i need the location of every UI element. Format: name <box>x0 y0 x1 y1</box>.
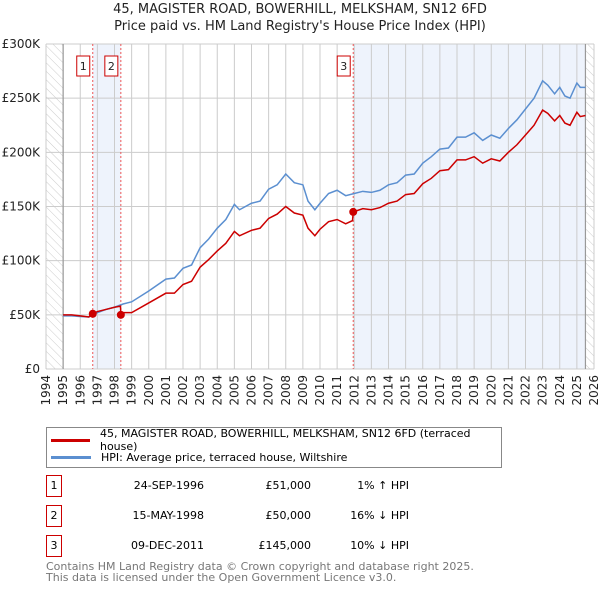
sale-label-number: 1 <box>80 60 87 73</box>
sale-price: £51,000 <box>265 479 312 492</box>
y-tick-label: £200K <box>2 145 42 159</box>
x-tick-label: 2001 <box>159 375 173 406</box>
x-tick-label: 2002 <box>176 375 190 406</box>
x-tick-label: 2003 <box>193 375 207 406</box>
x-tick-label: 2013 <box>364 375 378 406</box>
footer-licence: This data is licensed under the Open Gov… <box>46 571 397 584</box>
x-tick-label: 2017 <box>433 375 447 406</box>
chart-subtitle: Price paid vs. HM Land Registry's House … <box>114 19 486 34</box>
y-tick-label: £100K <box>2 254 42 268</box>
sale-label-number: 3 <box>340 60 347 73</box>
sale-price: £145,000 <box>258 539 312 552</box>
sale-number-badge: 2 <box>46 505 62 527</box>
x-tick-label: 2015 <box>399 375 413 406</box>
x-tick-label: 2010 <box>313 375 327 406</box>
legend-item-hpi: HPI: Average price, terraced house, Wilt… <box>51 449 347 465</box>
sale-hpi-diff: 16% ↓ HPI <box>350 509 409 522</box>
y-tick-label: £150K <box>2 200 42 214</box>
x-tick-label: 2004 <box>210 375 224 406</box>
y-tick-label: £300K <box>2 37 42 51</box>
x-tick-label: 1997 <box>90 375 104 406</box>
sale-point <box>88 309 97 318</box>
sale-hpi-diff: 10% ↓ HPI <box>350 539 409 552</box>
x-tick-label: 2020 <box>484 375 498 406</box>
legend-swatch-blue <box>51 455 91 459</box>
x-tick-label: 2014 <box>382 375 396 406</box>
x-tick-label: 2026 <box>587 375 600 406</box>
x-tick-label: 2019 <box>467 375 481 406</box>
sale-row: 1 24-SEP-1996 £51,000 1% ↑ HPI <box>46 475 486 497</box>
sale-number-badge: 3 <box>46 535 62 557</box>
y-tick-label: £0 <box>25 362 40 376</box>
x-tick-label: 2011 <box>330 375 344 406</box>
x-tick-label: 2021 <box>501 375 515 406</box>
sale-number-badge: 1 <box>46 475 62 497</box>
sale-date: 15-MAY-1998 <box>132 509 204 522</box>
x-tick-label: 1996 <box>73 375 87 406</box>
legend: 45, MAGISTER ROAD, BOWERHILL, MELKSHAM, … <box>46 427 502 468</box>
x-tick-label: 2000 <box>142 375 156 406</box>
x-tick-label: 2016 <box>416 375 430 406</box>
x-tick-label: 2025 <box>570 375 584 406</box>
property-price-line <box>63 109 586 318</box>
x-tick-label: 1995 <box>56 375 70 406</box>
sale-label-box <box>104 55 119 77</box>
x-tick-label: 2018 <box>450 375 464 406</box>
x-tick-label: 1998 <box>108 375 122 406</box>
y-tick-label: £250K <box>2 91 42 105</box>
x-tick-label: 2024 <box>553 375 567 406</box>
chart-title: 45, MAGISTER ROAD, BOWERHILL, MELKSHAM, … <box>113 2 487 17</box>
x-tick-label: 1999 <box>125 375 139 406</box>
legend-label: HPI: Average price, terraced house, Wilt… <box>101 450 348 464</box>
price-chart: 1994 1995 1996 1997 1998 1999 2000 2001 2002 2003… <box>2 37 600 406</box>
x-tick-label: 2006 <box>245 375 259 406</box>
sale-point <box>349 207 358 216</box>
hpi-line <box>63 79 586 318</box>
x-tick-label: 1994 <box>39 375 53 406</box>
sale-label-box <box>76 55 91 77</box>
sale-hpi-diff: 1% ↑ HPI <box>357 479 409 492</box>
x-tick-label: 2007 <box>262 375 276 406</box>
legend-item-property: 45, MAGISTER ROAD, BOWERHILL, MELKSHAM, … <box>51 427 501 453</box>
x-tick-label: 2005 <box>227 375 241 406</box>
x-tick-label: 2008 <box>279 375 293 406</box>
sale-date: 09-DEC-2011 <box>130 539 204 552</box>
sale-price: £50,000 <box>265 509 312 522</box>
sale-date: 24-SEP-1996 <box>133 479 204 492</box>
sale-row: 2 15-MAY-1998 £50,000 16% ↓ HPI <box>46 505 486 527</box>
footer-copyright: Contains HM Land Registry data © Crown c… <box>46 560 474 573</box>
sale-label-number: 2 <box>108 60 115 73</box>
x-tick-label: 2009 <box>296 375 310 406</box>
legend-label: 45, MAGISTER ROAD, BOWERHILL, MELKSHAM, … <box>99 427 471 453</box>
legend-swatch-red <box>51 438 90 442</box>
x-tick-label: 2022 <box>519 375 533 406</box>
y-tick-label: £50K <box>9 308 41 322</box>
sale-label-box <box>336 55 351 77</box>
x-tick-label: 2012 <box>347 375 361 406</box>
x-tick-label: 2023 <box>536 375 550 406</box>
sale-row: 3 09-DEC-2011 £145,000 10% ↓ HPI <box>46 535 486 557</box>
sale-point <box>116 310 125 319</box>
